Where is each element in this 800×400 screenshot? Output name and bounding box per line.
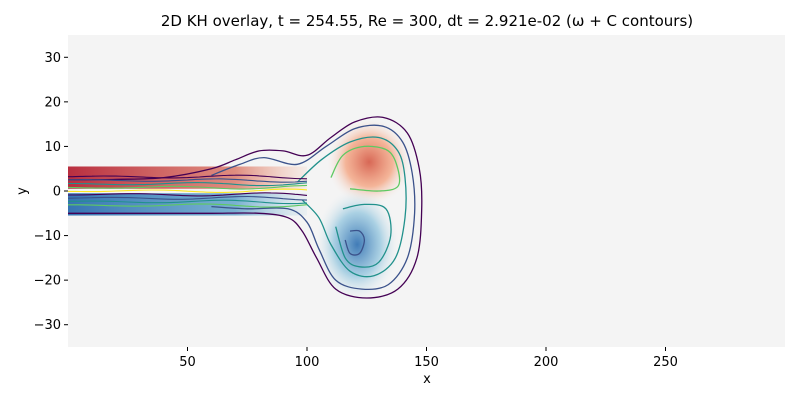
x-tick-label: 150 [414, 355, 439, 370]
contour-core-lower [335, 203, 392, 268]
vortex-upper [326, 117, 413, 207]
shear-contour [68, 174, 308, 180]
contour-inner [296, 136, 407, 278]
shear-contour [68, 178, 308, 183]
shear-contour [68, 188, 308, 193]
contour-mid [211, 124, 416, 291]
x-axis-ticks: 50 100 150 200 250 [179, 347, 678, 370]
shear-contour [68, 203, 308, 208]
y-axis-ticks: −30 −20 −10 0 10 20 30 [34, 51, 68, 333]
y-axis-label: y [15, 187, 30, 195]
x-tick-label: 250 [653, 355, 678, 370]
shear-contour [68, 199, 308, 205]
shear-contour [68, 195, 308, 201]
y-tick-label: −20 [34, 274, 61, 289]
contour-eye [344, 229, 366, 256]
x-tick-label: 100 [295, 355, 320, 370]
y-tick-label: −30 [34, 318, 61, 333]
chart-title: 2D KH overlay, t = 254.55, Re = 300, dt … [161, 12, 693, 30]
contour-core-upper [330, 145, 401, 192]
y-tick-label: 20 [44, 95, 61, 110]
y-tick-label: 0 [53, 185, 61, 200]
shear-contour [68, 184, 308, 190]
x-axis-label: x [423, 372, 431, 387]
concentration-contours [68, 116, 423, 299]
x-tick-label: 50 [179, 355, 196, 370]
y-tick-label: −10 [34, 229, 61, 244]
y-tick-label: 30 [44, 51, 61, 66]
shear-contour [68, 192, 308, 197]
contour-outer [68, 116, 423, 299]
shear-contour [68, 182, 308, 187]
y-tick-label: 10 [44, 140, 61, 155]
x-tick-label: 200 [534, 355, 559, 370]
